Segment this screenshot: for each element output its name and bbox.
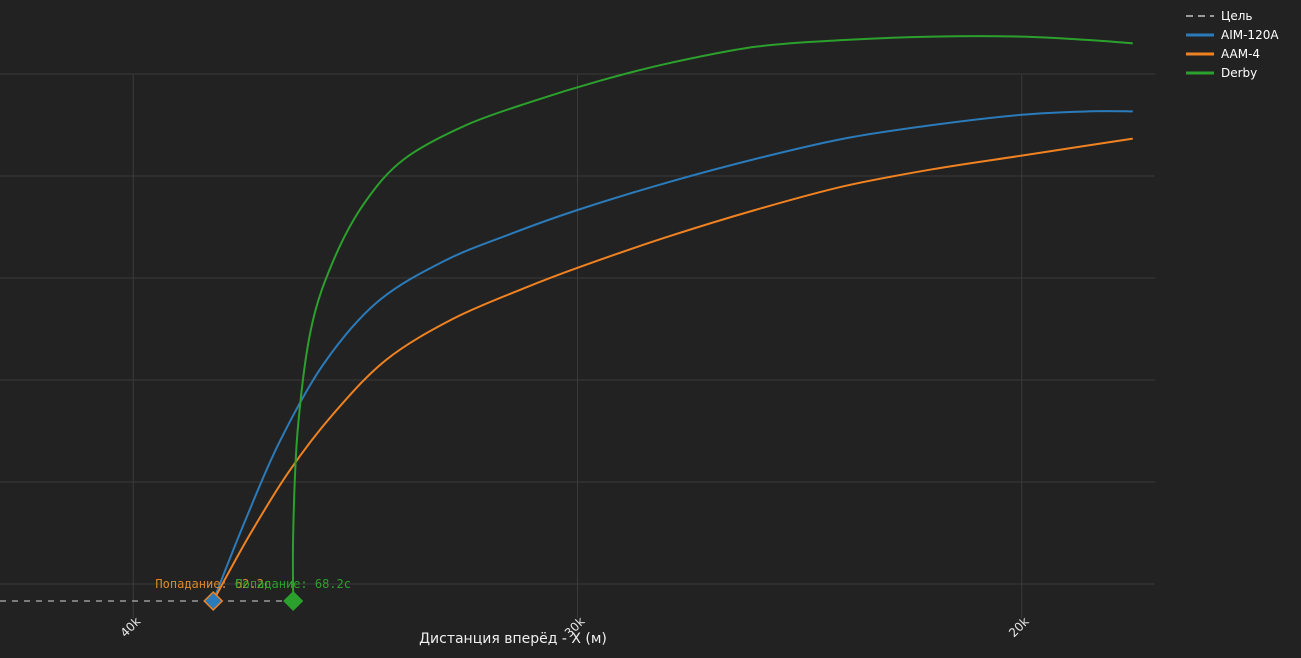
- x-tick-label: 40k: [118, 614, 144, 640]
- series-lines: [0, 35, 1133, 602]
- hit-markers: [203, 590, 304, 612]
- hit-annotation: Попадание: 62.2с: [155, 577, 271, 591]
- legend-label: Цель: [1221, 9, 1252, 23]
- hit-marker[interactable]: [283, 590, 304, 612]
- series-line-aam-4: [212, 137, 1133, 602]
- hit-annotation: Попадание: 68.2с: [235, 577, 351, 591]
- legend-item[interactable]: Derby: [1186, 66, 1257, 80]
- series-line-aim-120a: [212, 110, 1133, 602]
- legend-label: AAM-4: [1221, 47, 1260, 61]
- legend-item[interactable]: Цель: [1186, 9, 1252, 23]
- series-line-derby: [291, 35, 1133, 602]
- legend-item[interactable]: AIM-120A: [1186, 28, 1279, 42]
- legend-item[interactable]: AAM-4: [1186, 47, 1260, 61]
- x-axis-title: Дистанция вперёд - X (м): [419, 631, 607, 647]
- hit-marker[interactable]: [203, 590, 224, 612]
- legend[interactable]: Цель AIM-120A AAM-4 Derby: [1186, 9, 1279, 80]
- legend-label: Derby: [1221, 66, 1257, 80]
- x-tick-label: 20k: [1006, 614, 1032, 640]
- grid: [0, 73, 1155, 618]
- legend-label: AIM-120A: [1221, 28, 1279, 42]
